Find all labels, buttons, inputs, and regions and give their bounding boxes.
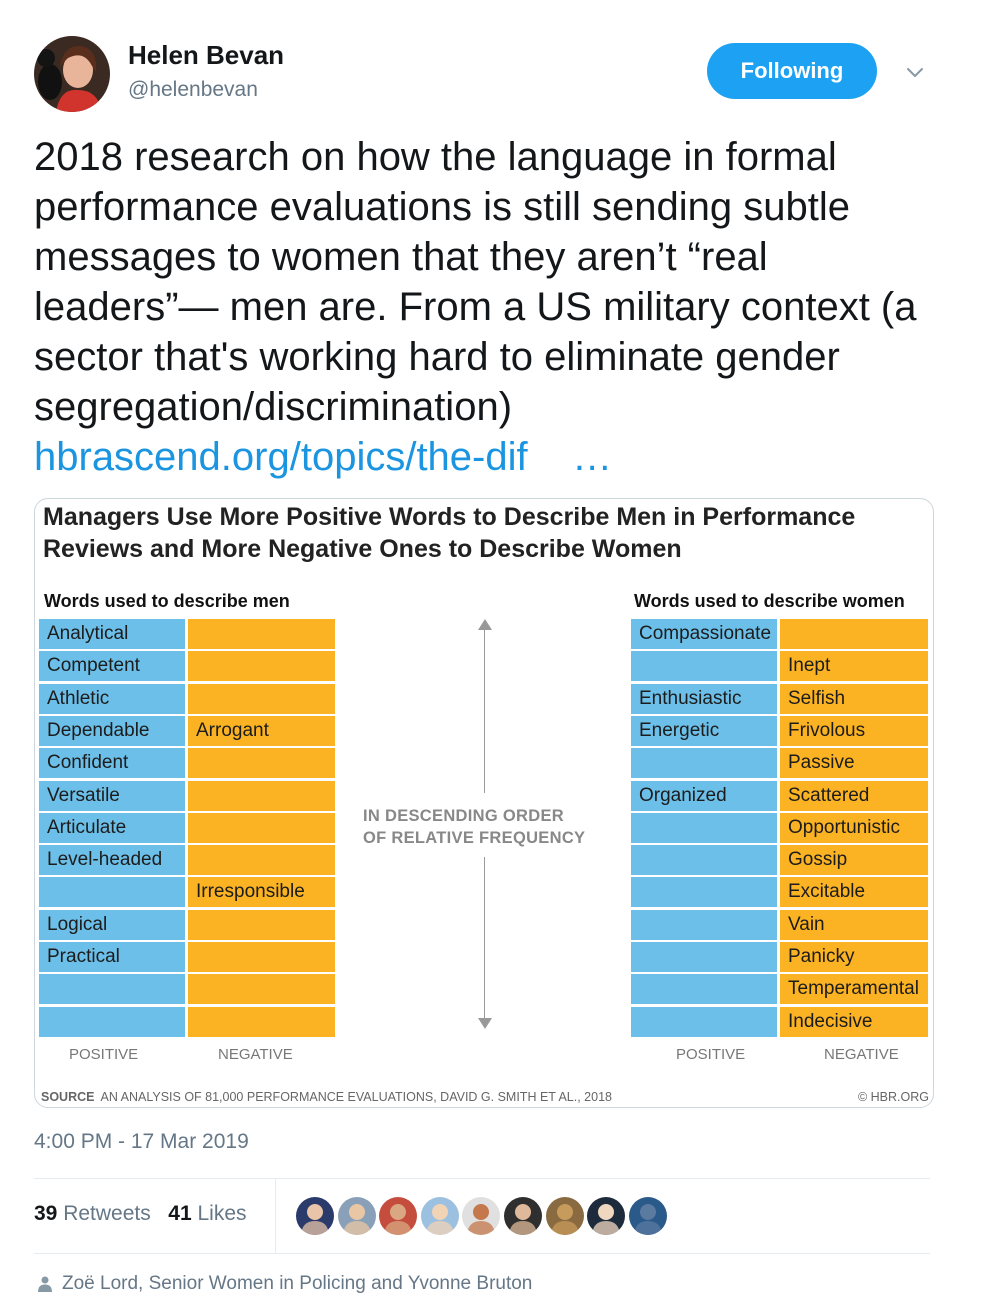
liker-avatar[interactable] <box>545 1197 584 1235</box>
women-positive-cell <box>631 942 777 972</box>
women-positive-cell <box>631 845 777 876</box>
axis-line-top <box>484 629 485 793</box>
women-positive-cell <box>631 877 777 908</box>
author-handle[interactable]: @helenbevan <box>128 78 258 101</box>
likes-stat[interactable]: 41 Likes <box>168 1202 247 1225</box>
axis-label: IN DESCENDING ORDER OF RELATIVE FREQUENC… <box>363 807 586 847</box>
women-negative-cell: Selfish <box>780 683 928 714</box>
men-negative-cell <box>188 619 335 649</box>
author-avatar[interactable] <box>34 36 110 112</box>
liker-avatar[interactable] <box>420 1197 459 1235</box>
women-negative-cell: Vain <box>780 909 928 940</box>
men-positive-cell: Level-headed <box>39 845 185 876</box>
men-positive-cell: Logical <box>39 909 185 940</box>
men-positive-cell: Athletic <box>39 683 185 714</box>
men-negative-label: NEGATIVE <box>218 1046 293 1063</box>
likers-avatars <box>296 1197 670 1235</box>
arrow-up-icon <box>478 619 492 630</box>
image-title: Managers Use More Positive Words to Desc… <box>43 503 856 563</box>
tweet-timestamp[interactable]: 4:00 PM - 17 Mar 2019 <box>34 1130 249 1153</box>
stats-separator <box>275 1179 276 1253</box>
women-positive-cell <box>631 812 777 843</box>
men-negative-cell <box>188 748 335 779</box>
source-note: SOURCE AN ANALYSIS OF 81,000 PERFORMANCE … <box>41 1090 612 1104</box>
liker-avatar[interactable] <box>296 1197 334 1235</box>
liker-avatar[interactable] <box>462 1197 501 1235</box>
divider <box>34 1178 930 1179</box>
men-heading: Words used to describe men <box>44 591 290 611</box>
men-positive-cell: Competent <box>39 651 185 682</box>
women-positive-cell: Compassionate <box>631 619 777 649</box>
liker-avatar[interactable] <box>337 1197 376 1235</box>
copyright: © HBR.ORG <box>857 1090 929 1104</box>
women-negative-cell: Frivolous <box>780 715 928 746</box>
women-positive-label: POSITIVE <box>676 1046 746 1063</box>
men-positive-cell <box>39 974 185 1005</box>
men-positive-label: POSITIVE <box>69 1046 139 1063</box>
men-negative-cell <box>188 909 335 940</box>
social-context-text: Zoë Lord, Senior Women in Policing and Y… <box>62 1273 533 1294</box>
men-positive-cell: Analytical <box>39 619 185 649</box>
women-positive-cell: Organized <box>631 780 777 811</box>
women-positive-cell <box>631 1006 777 1037</box>
liker-avatar[interactable] <box>379 1197 418 1235</box>
tweet-stats: 39 Retweets 41 Likes <box>34 1202 247 1226</box>
women-negative-cell: Opportunistic <box>780 812 928 843</box>
following-button[interactable]: Following <box>707 43 877 99</box>
women-positive-cell: Energetic <box>631 715 777 746</box>
social-context[interactable]: Zoë Lord, Senior Women in Policing and Y… <box>38 1273 532 1295</box>
women-negative-cell: Gossip <box>780 845 928 876</box>
men-positive-cell: Practical <box>39 942 185 972</box>
women-negative-label: NEGATIVE <box>824 1046 899 1063</box>
tweet-link[interactable]: hbrascend.org/topics/the-dif … <box>34 435 613 479</box>
tweet-body: 2018 research on how the language in for… <box>34 135 917 429</box>
liker-avatar[interactable] <box>587 1197 626 1235</box>
women-positive-cell <box>631 651 777 682</box>
men-negative-cell <box>188 942 335 972</box>
person-icon <box>38 1276 52 1292</box>
women-negative-cell: Excitable <box>780 877 928 908</box>
women-negative-cell: Inept <box>780 651 928 682</box>
men-positive-cell: Versatile <box>39 780 185 811</box>
axis-line-bottom <box>484 857 485 1019</box>
women-positive-cell <box>631 974 777 1005</box>
men-negative-cell <box>188 845 335 876</box>
men-positive-cell: Confident <box>39 748 185 779</box>
women-positive-cell <box>631 909 777 940</box>
men-negative-cell <box>188 780 335 811</box>
liker-avatar[interactable] <box>503 1197 542 1235</box>
women-negative-cell: Scattered <box>780 780 928 811</box>
arrow-down-icon <box>478 1018 492 1029</box>
men-negative-cell <box>188 974 335 1005</box>
men-positive-cell: Articulate <box>39 812 185 843</box>
author-name[interactable]: Helen Bevan <box>128 40 285 70</box>
women-negative-cell: Temperamental <box>780 974 928 1005</box>
men-negative-cell <box>188 812 335 843</box>
liker-avatar[interactable] <box>628 1197 667 1235</box>
men-positive-cell: Dependable <box>39 715 185 746</box>
men-negative-cell: Arrogant <box>188 715 335 746</box>
women-negative-cell <box>780 619 928 649</box>
men-positive-cell <box>39 1006 185 1037</box>
women-positive-cell <box>631 748 777 779</box>
men-negative-cell: Irresponsible <box>188 877 335 908</box>
men-negative-cell <box>188 1006 335 1037</box>
women-negative-cell: Indecisive <box>780 1006 928 1037</box>
retweets-stat[interactable]: 39 Retweets <box>34 1202 151 1225</box>
men-negative-cell <box>188 683 335 714</box>
women-positive-cell: Enthusiastic <box>631 683 777 714</box>
women-negative-cell: Passive <box>780 748 928 779</box>
chevron-down-icon[interactable] <box>903 60 927 84</box>
men-negative-cell <box>188 651 335 682</box>
tweet-text: 2018 research on how the language in for… <box>34 132 954 482</box>
divider <box>34 1253 930 1254</box>
men-positive-cell <box>39 877 185 908</box>
women-negative-cell: Panicky <box>780 942 928 972</box>
women-heading: Words used to describe women <box>634 591 905 611</box>
attached-image[interactable]: Managers Use More Positive Words to Desc… <box>34 498 934 1108</box>
